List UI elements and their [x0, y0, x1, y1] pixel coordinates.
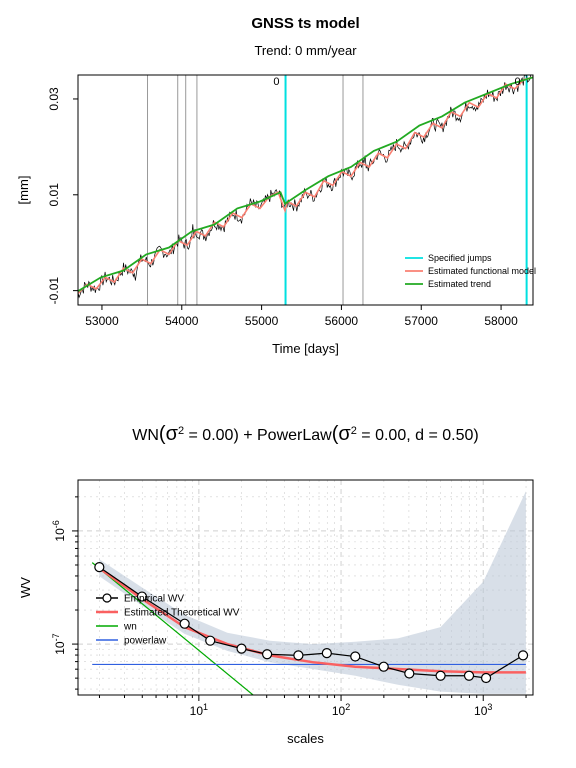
- empirical-marker: [436, 671, 445, 680]
- bottom-title: WN(σ2 = 0.00) + PowerLaw(σ2 = 0.00, d = …: [132, 423, 478, 445]
- bottom-ylabel: WV: [18, 577, 33, 598]
- empirical-marker: [263, 650, 272, 659]
- legend-label: Estimated Theoretical WV: [124, 608, 240, 619]
- top-xlabel: Time [days]: [272, 341, 339, 356]
- empirical-marker: [379, 662, 388, 671]
- figure-page: GNSS ts model Trend: 0 mm/year 0 0 53000 5400…: [0, 0, 576, 768]
- empirical-marker: [351, 652, 360, 661]
- legend-label: Estimated functional model: [428, 266, 536, 276]
- legend-marker: [103, 594, 111, 602]
- xtick-label: 101: [190, 702, 208, 718]
- xtick-label: 57000: [405, 314, 439, 328]
- plot-svg: GNSS ts model Trend: 0 mm/year 0 0 53000 5400…: [0, 0, 576, 768]
- empirical-marker: [206, 636, 215, 645]
- top-main-title: GNSS ts model: [251, 15, 359, 32]
- jump-label: 0: [514, 76, 520, 88]
- ytick-label: 0.03: [47, 87, 61, 111]
- empirical-marker: [294, 651, 303, 660]
- xtick-label: 55000: [245, 314, 279, 328]
- empirical-marker: [237, 644, 246, 653]
- top-sub-title: Trend: 0 mm/year: [254, 43, 357, 58]
- legend-label: wn: [123, 622, 137, 633]
- legend-label: Estimated trend: [428, 279, 491, 289]
- top-ylabel: [mm]: [16, 176, 31, 205]
- empirical-marker: [482, 674, 491, 683]
- xtick-label: 103: [474, 702, 492, 718]
- legend-label: Specified jumps: [428, 253, 492, 263]
- xtick-label: 53000: [85, 314, 119, 328]
- xtick-label: 56000: [325, 314, 359, 328]
- legend-label: powerlaw: [124, 636, 167, 647]
- ytick-label: -0.01: [47, 277, 61, 305]
- jump-label: 0: [273, 76, 279, 88]
- empirical-marker: [322, 649, 331, 658]
- ytick-label: 10-7: [51, 633, 67, 654]
- empirical-marker: [95, 563, 104, 572]
- empirical-marker: [519, 651, 528, 660]
- xtick-label: 58000: [484, 314, 518, 328]
- xtick-label: 54000: [165, 314, 199, 328]
- empirical-marker: [465, 671, 474, 680]
- empirical-marker: [405, 669, 414, 678]
- ytick-label: 0.01: [47, 183, 61, 207]
- ytick-label: 10-6: [51, 520, 67, 541]
- legend-label: Empirical WV: [124, 594, 184, 605]
- bottom-xlabel: scales: [287, 731, 324, 746]
- xtick-label: 102: [332, 702, 350, 718]
- empirical-marker: [180, 619, 189, 628]
